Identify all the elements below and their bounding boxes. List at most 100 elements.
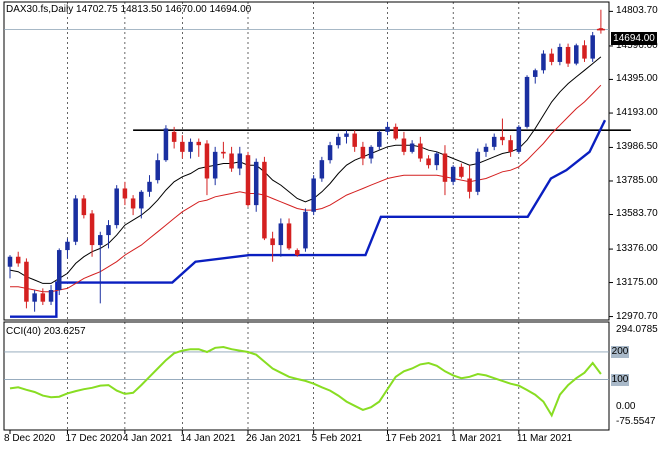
candle-body <box>98 235 103 246</box>
candle-body <box>163 128 169 161</box>
date-tick-label: 17 Feb 2021 <box>385 433 442 444</box>
candle-body <box>319 160 325 179</box>
cci-pane-frame <box>3 321 610 431</box>
candle-body <box>541 53 546 71</box>
candle-body <box>15 256 21 264</box>
candle-body <box>574 45 579 64</box>
candle-body <box>278 223 284 246</box>
candle-body <box>7 256 13 267</box>
candle-body <box>114 188 119 226</box>
candle-body <box>418 143 423 159</box>
candle-body <box>48 290 54 302</box>
candle-body <box>139 191 144 209</box>
main-pane-frame <box>3 1 610 321</box>
candle-body <box>130 198 136 209</box>
candle-body <box>32 293 37 302</box>
price-tick-label: 13583.70 <box>616 208 658 220</box>
cci-name: CCI(40) <box>6 326 42 337</box>
candle-body <box>106 225 111 236</box>
chart-header: DAX30.fs,Daily 14702.75 14813.50 14670.0… <box>6 4 251 15</box>
price-tick-label: 14596.00 <box>616 39 658 51</box>
support-stepline <box>10 119 607 318</box>
price-tick-label: 13376.00 <box>616 243 658 255</box>
cci-header: CCI(40) 203.6257 <box>6 326 86 337</box>
candle-body <box>155 160 160 181</box>
price-tick-label: 14395.00 <box>616 73 658 85</box>
candle-body <box>40 293 46 302</box>
price-tick-label: 13986.50 <box>616 141 658 153</box>
candle-body <box>549 53 554 62</box>
candle-body <box>147 181 152 192</box>
candle-body <box>204 143 210 179</box>
candle-body <box>450 166 456 182</box>
candle-body <box>122 188 128 199</box>
candle-body <box>73 198 78 242</box>
candle-body <box>188 141 193 152</box>
candle-body <box>229 153 234 169</box>
candle-body <box>434 153 440 166</box>
candle-body <box>442 153 448 182</box>
candle-body <box>516 126 522 152</box>
date-tick-label: 8 Dec 2020 <box>4 433 56 444</box>
candle-body <box>327 145 333 161</box>
candle-body <box>286 223 292 249</box>
candle-body <box>557 46 563 62</box>
candle-body <box>196 141 202 146</box>
candle-body <box>467 178 472 192</box>
candle-body <box>303 211 308 249</box>
price-tick-label: 14193.00 <box>616 107 658 119</box>
candle-body <box>56 250 62 291</box>
cci-tick-label: 0.00 <box>616 401 636 413</box>
date-tick-label: 14 Jan 2021 <box>180 433 236 444</box>
candle-body <box>483 146 489 152</box>
candle-body <box>262 161 267 239</box>
candle-body <box>344 133 349 137</box>
candle-body <box>491 136 497 147</box>
date-tick-label: 5 Feb 2021 <box>311 433 363 444</box>
cci-value: 203.6257 <box>43 326 86 337</box>
current-price-label: 14694.00 <box>611 32 657 45</box>
candle-body <box>237 153 243 169</box>
candle-body <box>311 178 316 212</box>
cci-tick-label: 294.0785 <box>616 324 658 335</box>
date-tick-label: 1 Mar 2021 <box>451 433 502 444</box>
candle-body <box>508 140 513 152</box>
candle-body <box>270 238 275 246</box>
candle-body <box>393 126 398 139</box>
cci-tick-label: 100 <box>611 373 629 386</box>
candle-body <box>24 261 29 302</box>
candle-body <box>385 126 390 132</box>
price-tick-label: 14803.70 <box>616 5 658 17</box>
candle-body <box>352 133 357 147</box>
date-tick-label: 17 Dec 2020 <box>65 433 123 444</box>
date-tick-label: 26 Jan 2021 <box>246 433 302 444</box>
candle-body <box>221 151 226 154</box>
candle-body <box>459 166 464 177</box>
candle-body <box>81 198 87 216</box>
candle-body <box>426 158 431 166</box>
candle-body <box>582 45 587 59</box>
candle-body <box>171 131 177 142</box>
candle-body <box>532 70 538 77</box>
candle-body <box>360 146 366 159</box>
symbol-label: DAX30.fs,Daily <box>6 4 74 15</box>
cci-line <box>9 345 602 418</box>
candle-body <box>65 241 70 251</box>
candle-body <box>89 213 95 246</box>
price-tick-label: 13175.00 <box>616 276 658 288</box>
price-tick-label: 13785.00 <box>616 174 658 186</box>
candle-body <box>565 46 571 64</box>
candle-body <box>180 141 185 152</box>
candle-body <box>212 151 218 179</box>
candle-body <box>401 138 407 152</box>
candle-body <box>245 155 251 206</box>
date-tick-label: 4 Jan 2021 <box>122 433 173 444</box>
price-tick-label: 12970.70 <box>616 310 658 322</box>
candle-body <box>475 151 481 192</box>
candle-body <box>524 76 530 127</box>
candle-body <box>368 146 374 159</box>
candle-body <box>500 136 505 141</box>
candle-body <box>377 131 382 147</box>
